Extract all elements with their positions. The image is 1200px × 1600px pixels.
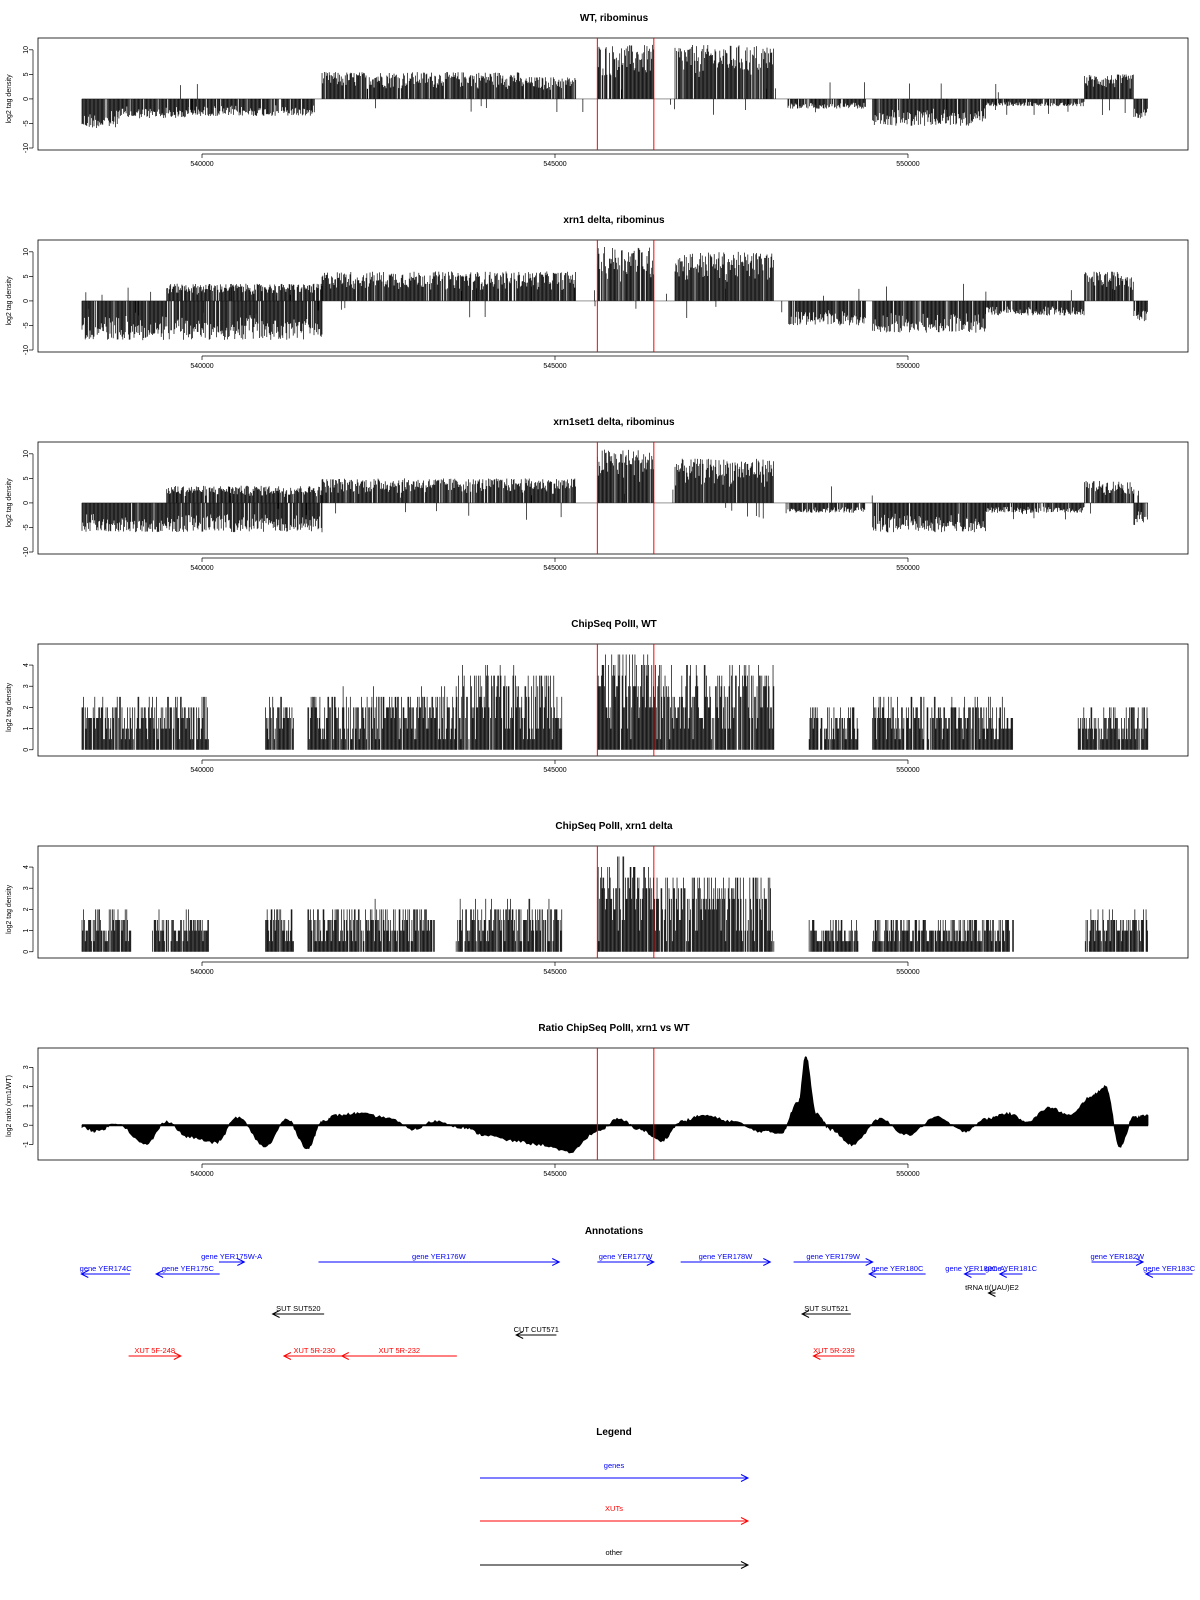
x-tick-label: 550000 [896, 363, 919, 370]
bar-segment-8 [985, 502, 1085, 513]
bar-segment-7 [872, 502, 986, 533]
bar-segment-10 [1133, 502, 1148, 525]
y-tick-label: 0 [23, 299, 30, 303]
bar-series [81, 246, 1148, 341]
panel-title: xrn1set1 delta, ribominus [553, 417, 675, 428]
y-axis-label: log2 tag density [6, 74, 13, 124]
bar-segment-12 [1133, 98, 1148, 119]
y-tick-label: 10 [23, 450, 30, 458]
bar-segment-10 [1133, 300, 1148, 322]
bar-segment-3 [321, 271, 576, 301]
bar-segment-7 [872, 300, 986, 333]
y-tick-label: 5 [23, 476, 30, 480]
panel-title: xrn1 delta, ribominus [563, 215, 665, 226]
bar-segment-2 [166, 283, 323, 301]
bar-segment-4 [596, 246, 654, 301]
y-tick-label: 10 [23, 248, 30, 256]
bar-segment-3 [321, 478, 576, 503]
bar-segment-8 [985, 300, 1085, 316]
bar-segment-2 [265, 696, 294, 750]
panel-1: WT, ribominus -10 -5 0 5 10 log2 tag density 54… [6, 13, 1189, 168]
bar-segment-9 [1084, 480, 1134, 503]
y-tick-label: 5 [23, 274, 30, 278]
bar-segment-8 [872, 696, 1014, 750]
bar-segment-2 [116, 98, 189, 119]
plot-frame [37, 643, 1189, 757]
y-tick-label: 5 [23, 72, 30, 76]
panel-4: ChipSeq PolII, WT 0 1 2 3 4 log2 tag density 54… [6, 619, 1189, 774]
bar-segment-6 [788, 300, 866, 326]
bar-segment-1 [81, 502, 323, 533]
x-tick-label: 550000 [896, 565, 919, 572]
bar-segment-4 [596, 449, 654, 503]
bar-segment-9 [872, 98, 986, 126]
panel-2: xrn1 delta, ribominus -10 -5 0 5 10 log2 tag d… [6, 215, 1189, 370]
y-tick-label: 0 [23, 97, 30, 101]
bar-segment-6 [787, 502, 866, 513]
x-tick-label: 540000 [190, 161, 213, 168]
x-tick-label: 545000 [543, 565, 566, 572]
bar-segment-2 [166, 485, 323, 503]
bar-segment-3 [187, 98, 315, 117]
y-tick-label: -10 [23, 143, 30, 153]
bar-segment-3 [307, 686, 457, 750]
bar-series [81, 654, 1149, 750]
bar-segment-5 [674, 251, 774, 301]
bar-series [81, 44, 1148, 129]
x-tick-label: 540000 [190, 363, 213, 370]
y-tick-label: -10 [23, 547, 30, 557]
bar-segment-6 [653, 665, 775, 750]
x-tick-label: 550000 [896, 161, 919, 168]
y-tick-label: 0 [23, 501, 30, 505]
bar-segment-4 [321, 71, 520, 99]
bar-segment-8 [787, 98, 866, 109]
bar-segment-11 [1084, 74, 1134, 99]
bar-segment-1 [81, 98, 118, 129]
y-tick-label: 2 [23, 705, 30, 709]
x-tick-label: 550000 [896, 767, 919, 774]
x-tick-label: 540000 [190, 767, 213, 774]
bar-segment-7 [808, 707, 859, 750]
bar-segment-4 [455, 665, 563, 750]
plot-frame [37, 37, 1189, 151]
x-tick-label: 545000 [543, 161, 566, 168]
bar-series [81, 449, 1148, 533]
x-tick-label: 545000 [543, 767, 566, 774]
y-tick-label: -5 [23, 120, 30, 126]
bar-segment-5 [674, 458, 774, 503]
y-tick-label: 4 [23, 663, 30, 667]
bar-segment-5 [596, 654, 654, 750]
bar-segment-6 [596, 44, 654, 99]
y-tick-label: 10 [23, 46, 30, 54]
bar-segment-5 [519, 77, 577, 99]
x-tick-label: 540000 [190, 565, 213, 572]
bar-segment-1 [81, 696, 209, 750]
bar-segment-9 [1084, 271, 1134, 301]
y-axis-label: log2 tag density [6, 276, 13, 326]
y-tick-label: 0 [23, 748, 30, 752]
panel-3: xrn1set1 delta, ribominus -10 -5 0 5 10 log2 t… [6, 417, 1189, 572]
x-tick-label: 545000 [543, 363, 566, 370]
y-tick-label: -5 [23, 524, 30, 530]
panel-title: ChipSeq PolII, WT [571, 619, 657, 630]
bar-segment-7 [674, 45, 774, 99]
y-axis-label: log2 tag density [6, 682, 13, 732]
bar-segment-10 [985, 98, 1085, 107]
y-axis-label: log2 tag density [6, 478, 13, 528]
y-tick-label: -10 [23, 345, 30, 355]
plot-frame [37, 441, 1189, 555]
panel-title: WT, ribominus [580, 13, 649, 24]
plot-frame [37, 239, 1189, 353]
bar-segment-1 [81, 300, 323, 341]
y-tick-label: 1 [23, 727, 30, 731]
y-tick-label: 3 [23, 684, 30, 688]
y-tick-label: -5 [23, 322, 30, 328]
